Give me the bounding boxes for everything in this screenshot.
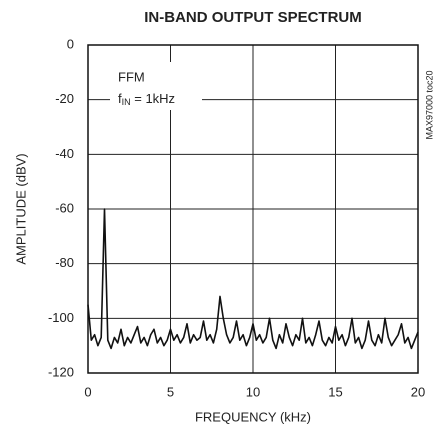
annotation-fin: fIN = 1kHz (118, 91, 175, 107)
y-tick-label: -20 (55, 91, 74, 106)
y-tick-label: -60 (55, 200, 74, 215)
x-tick-label: 10 (246, 384, 260, 399)
x-tick-label: 15 (328, 384, 342, 399)
annotation-part: f (118, 91, 122, 106)
y-tick-label: -120 (48, 364, 74, 379)
chart-title: IN-BAND OUTPUT SPECTRUM (144, 9, 362, 26)
y-tick-label: -80 (55, 255, 74, 270)
y-tick-label: -40 (55, 146, 74, 161)
annotation: FFM (118, 69, 145, 84)
y-tick-label: 0 (67, 36, 74, 51)
x-axis-label: FREQUENCY (kHz) (195, 409, 311, 424)
spectrum-line (87, 208, 419, 350)
annotation-part: IN (122, 97, 131, 107)
side-note: MAX97000 toc20 (424, 70, 434, 139)
x-tick-label: 5 (167, 384, 174, 399)
plot-frame (87, 44, 419, 374)
y-tick-label: -100 (48, 310, 74, 325)
x-tick-label: 20 (411, 384, 425, 399)
annotation-box (110, 62, 202, 110)
y-axis-label: AMPLITUDE (dBV) (13, 153, 28, 264)
x-tick-label: 0 (84, 384, 91, 399)
annotation-part: = 1kHz (131, 91, 175, 106)
